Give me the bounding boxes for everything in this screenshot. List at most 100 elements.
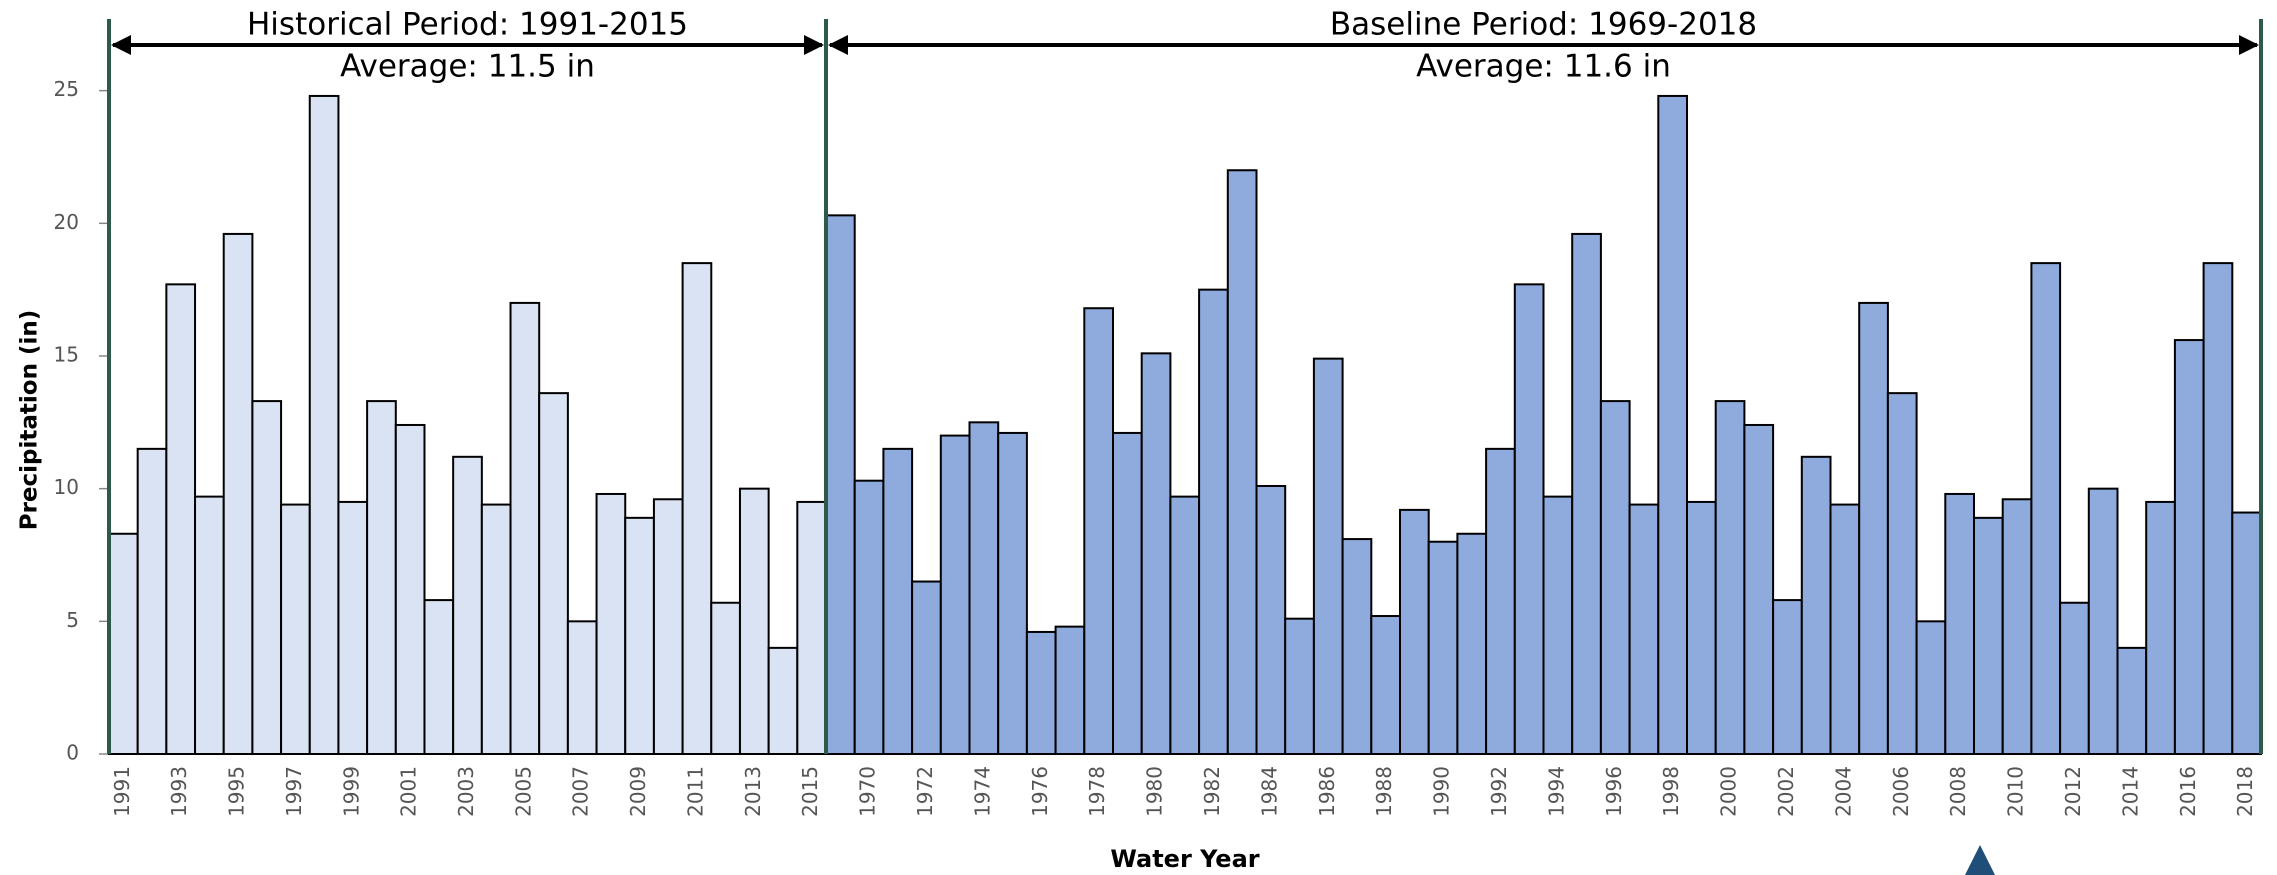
bar — [1829, 503, 1861, 755]
x-tick-label: 2014 — [2118, 766, 2142, 817]
bar — [566, 620, 598, 755]
bar — [1054, 625, 1086, 755]
x-tick-label: 1978 — [1085, 766, 1109, 817]
bar — [194, 495, 225, 755]
x-tick-label: 2016 — [2176, 766, 2200, 817]
bar — [2087, 487, 2119, 755]
x-tick-label: 2006 — [1889, 766, 1913, 817]
x-tick-label: 2011 — [683, 766, 707, 817]
x-tick-label: 2003 — [454, 766, 478, 817]
x-tick-label: 2007 — [569, 766, 593, 817]
bar — [2059, 601, 2090, 755]
bar — [1169, 495, 1201, 755]
bar — [1513, 283, 1545, 755]
x-tick-label: 1980 — [1143, 766, 1167, 817]
x-tick-label: 2005 — [511, 766, 535, 817]
period-average: Average: 11.6 in — [1416, 49, 1671, 85]
bar — [2001, 498, 2033, 755]
x-axis-label: Water Year — [1110, 845, 1259, 873]
x-tick-label: 1982 — [1200, 766, 1224, 817]
x-tick-label: 1991 — [110, 766, 134, 817]
x-tick-label: 1994 — [1544, 766, 1568, 817]
bar — [1743, 423, 1775, 755]
bar — [710, 601, 741, 755]
bar — [222, 232, 254, 755]
bar — [1456, 532, 1488, 755]
bar — [652, 498, 684, 755]
bar — [366, 400, 397, 755]
x-tick-label: 2008 — [1946, 766, 1970, 817]
bar — [997, 431, 1028, 755]
y-tick-label: 10 — [54, 475, 79, 499]
bar — [1542, 495, 1574, 755]
bar — [624, 516, 655, 756]
bar — [882, 447, 914, 755]
bar — [136, 447, 168, 755]
x-tick-label: 2009 — [626, 766, 650, 817]
logo-fragment — [1965, 845, 1995, 875]
bar — [423, 599, 455, 755]
bar — [1973, 516, 2004, 756]
x-tick-label: 1995 — [225, 766, 249, 817]
x-tick-label: 1996 — [1602, 766, 1626, 817]
bar — [853, 479, 885, 755]
period-label: Historical Period: 1991-2015 — [247, 7, 688, 43]
x-tick-label: 2000 — [1717, 766, 1741, 817]
bar — [681, 262, 713, 755]
bar — [796, 500, 828, 755]
bar — [1915, 620, 1947, 755]
x-tick-label: 1974 — [970, 766, 994, 817]
y-axis-label: Precipitation (in) — [17, 310, 43, 531]
bar — [1140, 352, 1172, 755]
bar — [1772, 599, 1803, 755]
bar — [2173, 339, 2205, 755]
bar — [1714, 400, 1746, 755]
period-label: Baseline Period: 1969-2018 — [1330, 7, 1757, 43]
bar — [1599, 400, 1631, 755]
y-tick-label: 15 — [54, 342, 79, 366]
x-tick-label: 2002 — [1774, 766, 1798, 817]
bar — [1370, 615, 1402, 755]
bar — [1886, 392, 1918, 755]
bar — [1255, 485, 1287, 755]
bar — [1858, 301, 1889, 755]
x-tick-label: 1976 — [1028, 766, 1052, 817]
bar — [939, 434, 971, 755]
bar — [911, 580, 942, 756]
bar — [509, 301, 541, 755]
bar — [308, 94, 340, 755]
bar — [1226, 169, 1258, 755]
y-tick-label: 5 — [66, 608, 79, 632]
x-tick-label: 1972 — [913, 766, 937, 817]
bar — [825, 214, 856, 755]
x-tick-label: 1993 — [167, 766, 191, 817]
bar — [1686, 500, 1717, 755]
bar — [1427, 540, 1459, 756]
bar — [968, 421, 1000, 755]
x-tick-label: 2001 — [397, 766, 421, 817]
bar — [767, 646, 799, 755]
bar — [2030, 262, 2062, 755]
x-tick-label: 2010 — [2004, 766, 2028, 817]
bar — [738, 487, 770, 755]
bar — [337, 500, 369, 755]
bar — [538, 392, 569, 755]
bar — [2116, 646, 2148, 755]
bar — [1083, 307, 1115, 755]
x-tick-label: 1999 — [339, 766, 363, 817]
x-tick-label: 1990 — [1430, 766, 1454, 817]
x-tick-label: 1984 — [1257, 766, 1281, 817]
bar — [1944, 492, 1976, 755]
bar — [1571, 232, 1602, 755]
y-tick-label: 20 — [54, 210, 79, 234]
x-tick-label: 1988 — [1372, 766, 1396, 817]
y-tick-label: 0 — [66, 741, 79, 765]
x-tick-label: 2004 — [1831, 766, 1855, 817]
x-tick-label: 1998 — [1659, 766, 1683, 817]
x-tick-label: 1970 — [856, 766, 880, 817]
period-average: Average: 11.5 in — [340, 49, 595, 85]
bar — [1112, 431, 1143, 755]
bar — [2231, 511, 2263, 755]
bar — [165, 283, 197, 755]
